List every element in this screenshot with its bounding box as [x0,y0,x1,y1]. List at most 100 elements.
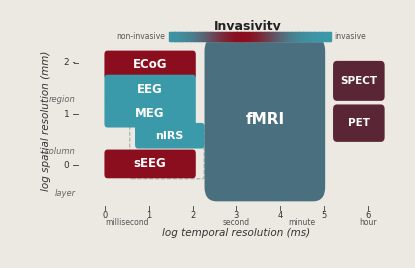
Text: 1 -: 1 - [63,110,76,119]
Bar [189,32,190,41]
Bar [198,32,200,41]
Bar [290,32,292,41]
Bar [271,32,273,41]
Bar [204,32,205,41]
Bar [325,32,327,41]
Bar [240,32,242,41]
Bar [233,32,235,41]
Bar [295,32,297,41]
Text: nIRS: nIRS [156,131,184,141]
Bar [328,32,330,41]
Bar [174,32,176,41]
Bar [183,32,185,41]
Bar [227,32,228,41]
Bar [186,32,188,41]
Text: non-invasive: non-invasive [116,32,165,41]
Text: millisecond: millisecond [105,218,149,227]
Text: invasive: invasive [334,32,366,41]
Bar [315,32,317,41]
Text: EEG: EEG [137,83,163,96]
Bar [208,32,210,41]
Bar [219,32,220,41]
Bar [278,32,280,41]
Bar [242,32,243,41]
Text: ECoG: ECoG [133,58,167,72]
Text: 3: 3 [234,211,239,219]
Bar [320,32,322,41]
Bar [168,32,171,41]
Bar [255,32,257,41]
Bar [195,32,198,41]
Bar [203,32,204,41]
Bar [254,32,255,41]
Bar [216,32,217,41]
Bar [291,32,293,41]
Text: MEG: MEG [135,107,165,120]
Bar [173,32,175,41]
Bar [192,32,193,41]
Text: 4: 4 [278,211,283,219]
Text: 0: 0 [103,211,108,219]
Bar [313,32,315,41]
Bar [251,32,253,41]
Text: minute: minute [288,218,315,227]
Bar [321,32,323,41]
Bar [286,32,288,41]
Text: 2 -: 2 - [64,58,76,68]
Bar [205,32,207,41]
Bar [224,32,226,41]
Bar [259,32,261,41]
Bar [188,32,189,41]
Text: layer: layer [54,189,76,198]
Bar [329,32,331,41]
Bar [267,32,269,41]
Bar [171,32,173,41]
Bar [276,32,278,41]
Bar [274,32,276,41]
Bar [193,32,195,41]
Bar [206,32,208,41]
Bar [182,32,184,41]
Bar [181,32,183,41]
Bar [249,32,251,41]
FancyBboxPatch shape [105,75,196,103]
Bar [308,32,309,41]
Text: 6: 6 [365,211,370,219]
Bar [185,32,187,41]
Bar [243,32,244,41]
Bar [266,32,268,41]
Bar [201,32,203,41]
Bar [176,32,177,41]
Text: 1: 1 [146,211,151,219]
Bar [301,32,303,41]
Text: hour: hour [359,218,376,227]
Bar [225,32,227,41]
Bar [170,32,172,41]
Bar [200,32,201,41]
Text: log spatial resolution (mm): log spatial resolution (mm) [41,51,51,191]
Bar [294,32,296,41]
Bar [262,32,264,41]
Bar [298,32,300,41]
Bar [213,32,215,41]
Bar [228,32,230,41]
FancyBboxPatch shape [135,123,205,148]
Bar [264,32,266,41]
Bar [221,32,223,41]
Bar [300,32,301,41]
Bar [297,32,298,41]
Bar [310,32,312,41]
Text: 0 -: 0 - [63,161,76,170]
Bar [317,32,319,41]
Bar [194,32,196,41]
Bar [220,32,222,41]
FancyBboxPatch shape [205,37,325,201]
Bar [309,32,311,41]
FancyBboxPatch shape [105,99,196,128]
Text: column: column [45,147,76,156]
Bar [306,32,308,41]
Text: fMRI: fMRI [245,111,284,126]
Bar [312,32,313,41]
FancyBboxPatch shape [333,61,385,101]
Bar [302,32,304,41]
